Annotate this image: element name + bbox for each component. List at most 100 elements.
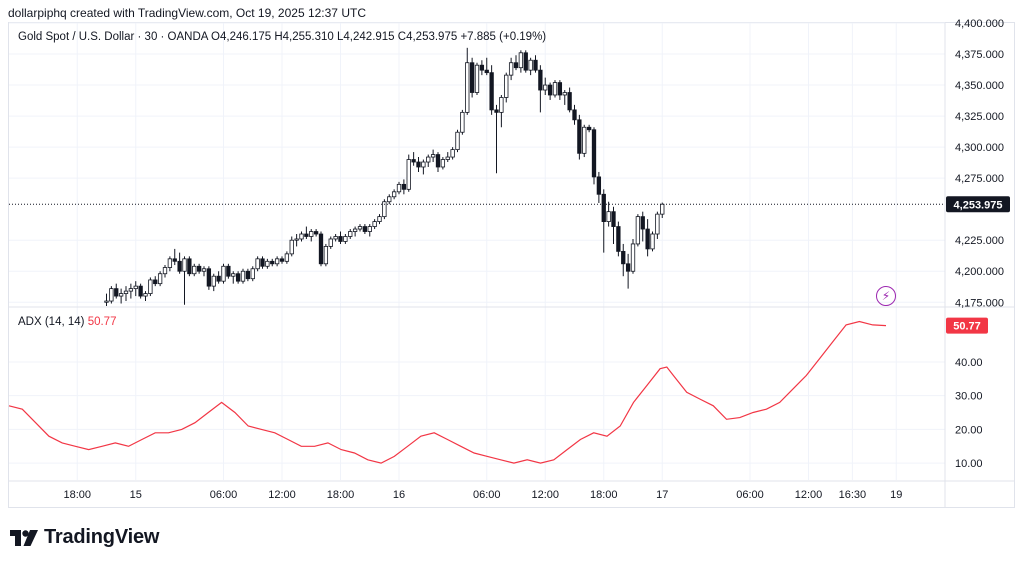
candle	[460, 109, 465, 135]
candles	[104, 47, 665, 306]
candle-body	[289, 239, 294, 255]
candle	[465, 47, 470, 115]
candle	[435, 152, 441, 172]
candle-body	[323, 246, 329, 265]
candle	[479, 60, 485, 76]
candle	[128, 283, 134, 299]
candle	[616, 221, 621, 257]
candle	[245, 268, 251, 282]
candle	[304, 226, 309, 239]
candle	[621, 243, 626, 277]
adx-series: 50.77	[8, 317, 988, 464]
candle	[547, 82, 553, 100]
candle	[333, 234, 338, 242]
candle-body	[455, 131, 460, 151]
candle-body	[596, 176, 602, 195]
candle-body	[557, 82, 563, 96]
candle	[606, 201, 611, 227]
candle	[552, 80, 558, 98]
candle	[250, 266, 255, 282]
candle	[196, 263, 202, 274]
candle-body	[133, 285, 138, 290]
candle-body	[206, 268, 212, 287]
candle-body	[401, 183, 407, 190]
adx-legend[interactable]: ADX (14, 14) 50.77	[18, 316, 116, 328]
adx-tick-label: 20.00	[955, 424, 983, 436]
candle-body	[474, 64, 480, 93]
candle-body	[143, 293, 148, 297]
symbol-legend[interactable]: Gold Spot / U.S. Dollar · 30 · OANDA O4,…	[18, 31, 546, 43]
candle-body	[304, 233, 309, 237]
candle-body	[343, 236, 348, 242]
candle-body	[469, 62, 475, 93]
candle-body	[387, 196, 392, 203]
candle	[586, 124, 592, 133]
candle-body	[635, 216, 641, 245]
candle	[235, 271, 241, 284]
last-price-badge	[946, 196, 1010, 213]
candle-body	[235, 273, 241, 282]
candle-body	[406, 159, 411, 190]
candle-body	[284, 253, 290, 262]
candle	[426, 154, 431, 167]
lightning-icon[interactable]: ⚡	[876, 286, 896, 306]
adx-axis: 40.00 30.00 20.00 10.00	[955, 357, 983, 470]
candle	[567, 87, 572, 113]
adx-grid	[9, 361, 945, 464]
low-value: L4,242.915	[337, 31, 395, 43]
candle-body	[377, 216, 382, 222]
candle-body	[109, 288, 114, 302]
candle-body	[211, 275, 216, 287]
candle-body	[630, 243, 636, 272]
candle-body	[391, 191, 397, 198]
candle	[401, 179, 407, 195]
candle-body	[625, 263, 631, 272]
candle	[313, 229, 319, 237]
candle	[274, 256, 280, 267]
candle	[118, 288, 124, 304]
candle	[167, 256, 173, 272]
candle	[601, 189, 606, 253]
time-tick-label: 12:00	[795, 489, 823, 501]
candle	[211, 273, 216, 292]
candle	[133, 281, 138, 297]
price-axis: 4,400.000 4,375.000 4,350.000 4,325.000 4,30…	[955, 18, 1004, 309]
price-tick-label: 4,325.000	[955, 111, 1004, 123]
time-tick-label: 17	[656, 489, 668, 501]
candle-body	[309, 231, 314, 237]
candle-body	[465, 62, 470, 113]
candle	[382, 199, 387, 220]
symbol-name: Gold Spot / U.S. Dollar · 30 · OANDA	[18, 31, 208, 43]
candle	[270, 258, 275, 267]
candle-body	[299, 233, 304, 240]
chart-caption: dollarpiphq created with TradingView.com…	[8, 6, 366, 20]
candle-body	[367, 226, 372, 232]
adx-tick-label: 10.00	[955, 458, 983, 470]
candle-body	[167, 258, 173, 268]
candle	[104, 293, 109, 306]
candle	[416, 157, 421, 172]
price-tick-label: 4,175.000	[955, 297, 1004, 309]
candle-body	[338, 236, 343, 242]
candle	[513, 55, 519, 71]
candle	[328, 236, 333, 249]
candle	[148, 277, 153, 297]
change-value: +7.885 (+0.19%)	[460, 31, 547, 43]
candle	[172, 248, 177, 266]
tradingview-logo: TradingView	[10, 526, 159, 549]
time-tick-label: 19	[890, 489, 902, 501]
candle-body	[621, 250, 626, 265]
time-tick-label: 15	[130, 489, 142, 501]
candle	[411, 152, 416, 166]
time-tick-label: 06:00	[473, 489, 501, 501]
candle-body	[411, 159, 416, 163]
candle	[157, 271, 163, 287]
candle-body	[348, 231, 353, 237]
time-tick-label: 16	[393, 489, 405, 501]
candle	[206, 266, 212, 290]
candle	[348, 229, 353, 239]
candle	[572, 104, 577, 125]
price-tick-label: 4,200.000	[955, 266, 1004, 278]
candle	[494, 104, 499, 174]
